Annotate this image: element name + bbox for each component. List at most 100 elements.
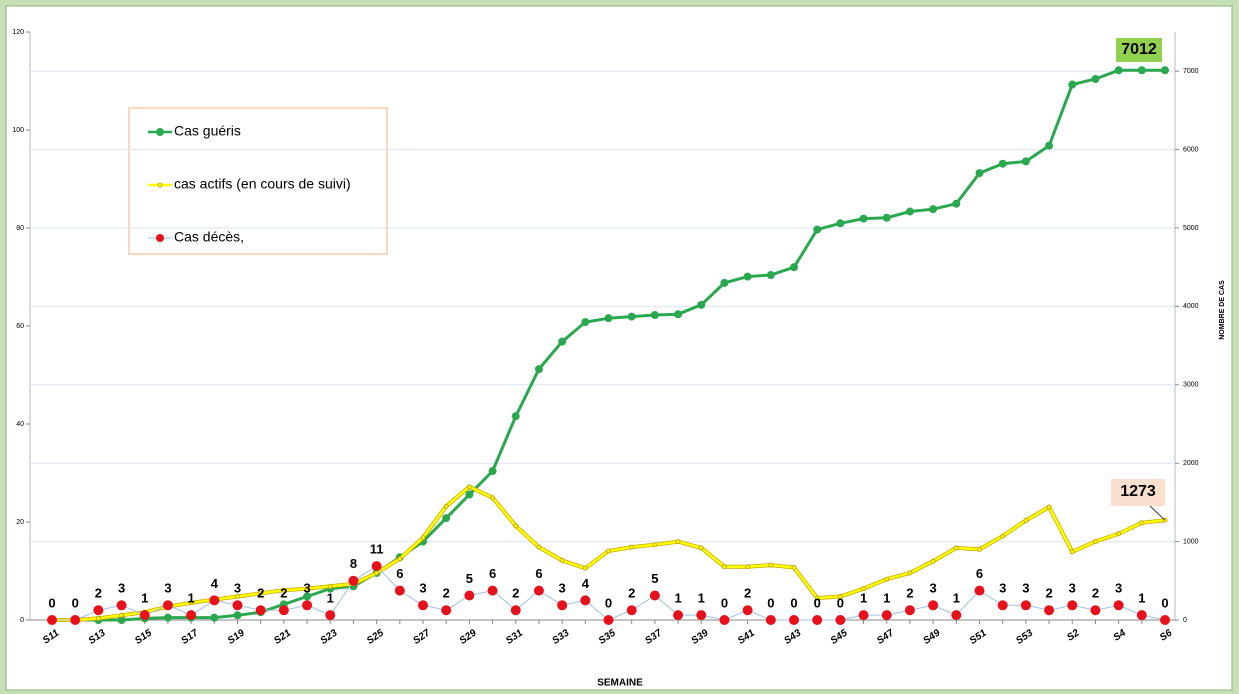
data-label: 2 [280,586,287,601]
data-label: 2 [443,586,450,601]
point [884,576,890,582]
data-label: 0 [767,595,774,610]
point [258,590,264,596]
point [649,590,660,601]
point [1139,520,1145,526]
point [930,558,936,564]
data-label: 8 [350,556,357,571]
point [696,610,707,621]
point [1091,75,1100,84]
point [652,542,658,548]
legend-marker [157,182,163,188]
point [1067,600,1078,611]
point [303,592,312,601]
x-axis-title: SEMAINE [597,678,643,689]
point [1137,66,1146,75]
point [997,600,1008,611]
point [765,615,776,625]
point [487,585,498,596]
data-label: 11 [370,542,384,557]
point [904,605,915,616]
point [1045,141,1054,150]
data-label: 2 [512,586,519,601]
y-tick-label: 60 [16,323,24,330]
y2-tick-label: 0 [1183,617,1187,624]
y2-tick-label: 5000 [1183,225,1199,232]
point [278,605,289,616]
point [698,545,704,551]
point [951,610,962,621]
point [397,556,403,562]
point [814,595,820,601]
data-label: 0 [48,595,55,610]
point [1090,605,1101,616]
point [95,615,101,621]
data-label: 3 [1022,581,1029,596]
point [674,310,683,319]
data-label: 3 [234,581,241,596]
point [859,214,868,223]
point [836,219,845,228]
point [582,565,588,571]
data-label: 3 [559,581,566,596]
point [1116,531,1122,537]
point [720,278,729,287]
point [929,205,938,214]
point [374,570,380,576]
point [116,600,127,611]
callout-box [1116,38,1162,62]
point [1160,615,1170,625]
legend-label: cas actifs (en cours de suivi) [174,176,351,192]
point [975,169,984,178]
point [443,503,449,509]
point [371,561,382,572]
data-label: 1 [953,591,960,606]
point [974,585,985,596]
data-label: 3 [930,581,937,596]
point [511,412,520,421]
data-label: 6 [489,566,496,581]
legend-label: Cas décès, [174,229,244,245]
point [697,300,706,309]
point [1046,504,1052,510]
data-label: 1 [860,591,867,606]
legend-marker [156,128,164,136]
point [557,600,568,611]
point [1000,533,1006,539]
point [721,564,727,570]
point [835,615,846,625]
y-tick-label: 40 [16,421,24,428]
point [882,213,891,222]
point [629,544,635,550]
point [304,586,310,592]
data-label: 0 [721,595,728,610]
data-label: 3 [303,581,310,596]
point [327,583,333,589]
point [281,587,287,593]
point [858,610,869,621]
data-label: 3 [1115,581,1122,596]
point [907,570,913,576]
data-label: 5 [466,571,473,586]
data-label: 3 [999,581,1006,596]
data-label: 6 [535,566,542,581]
point [675,539,681,545]
point [928,600,939,611]
point [442,514,451,523]
point [488,467,497,476]
point [791,564,797,570]
point [1113,600,1124,611]
data-label: 2 [1045,586,1052,601]
data-label: 4 [211,576,219,591]
point [536,544,542,550]
data-label: 1 [883,591,890,606]
data-label: 1 [188,591,195,606]
point [905,207,914,216]
point [325,610,336,621]
point [93,605,104,616]
y2-tick-label: 6000 [1183,146,1199,153]
data-label: 0 [605,595,612,610]
point [510,605,521,616]
point [1092,539,1098,545]
point [163,613,172,622]
